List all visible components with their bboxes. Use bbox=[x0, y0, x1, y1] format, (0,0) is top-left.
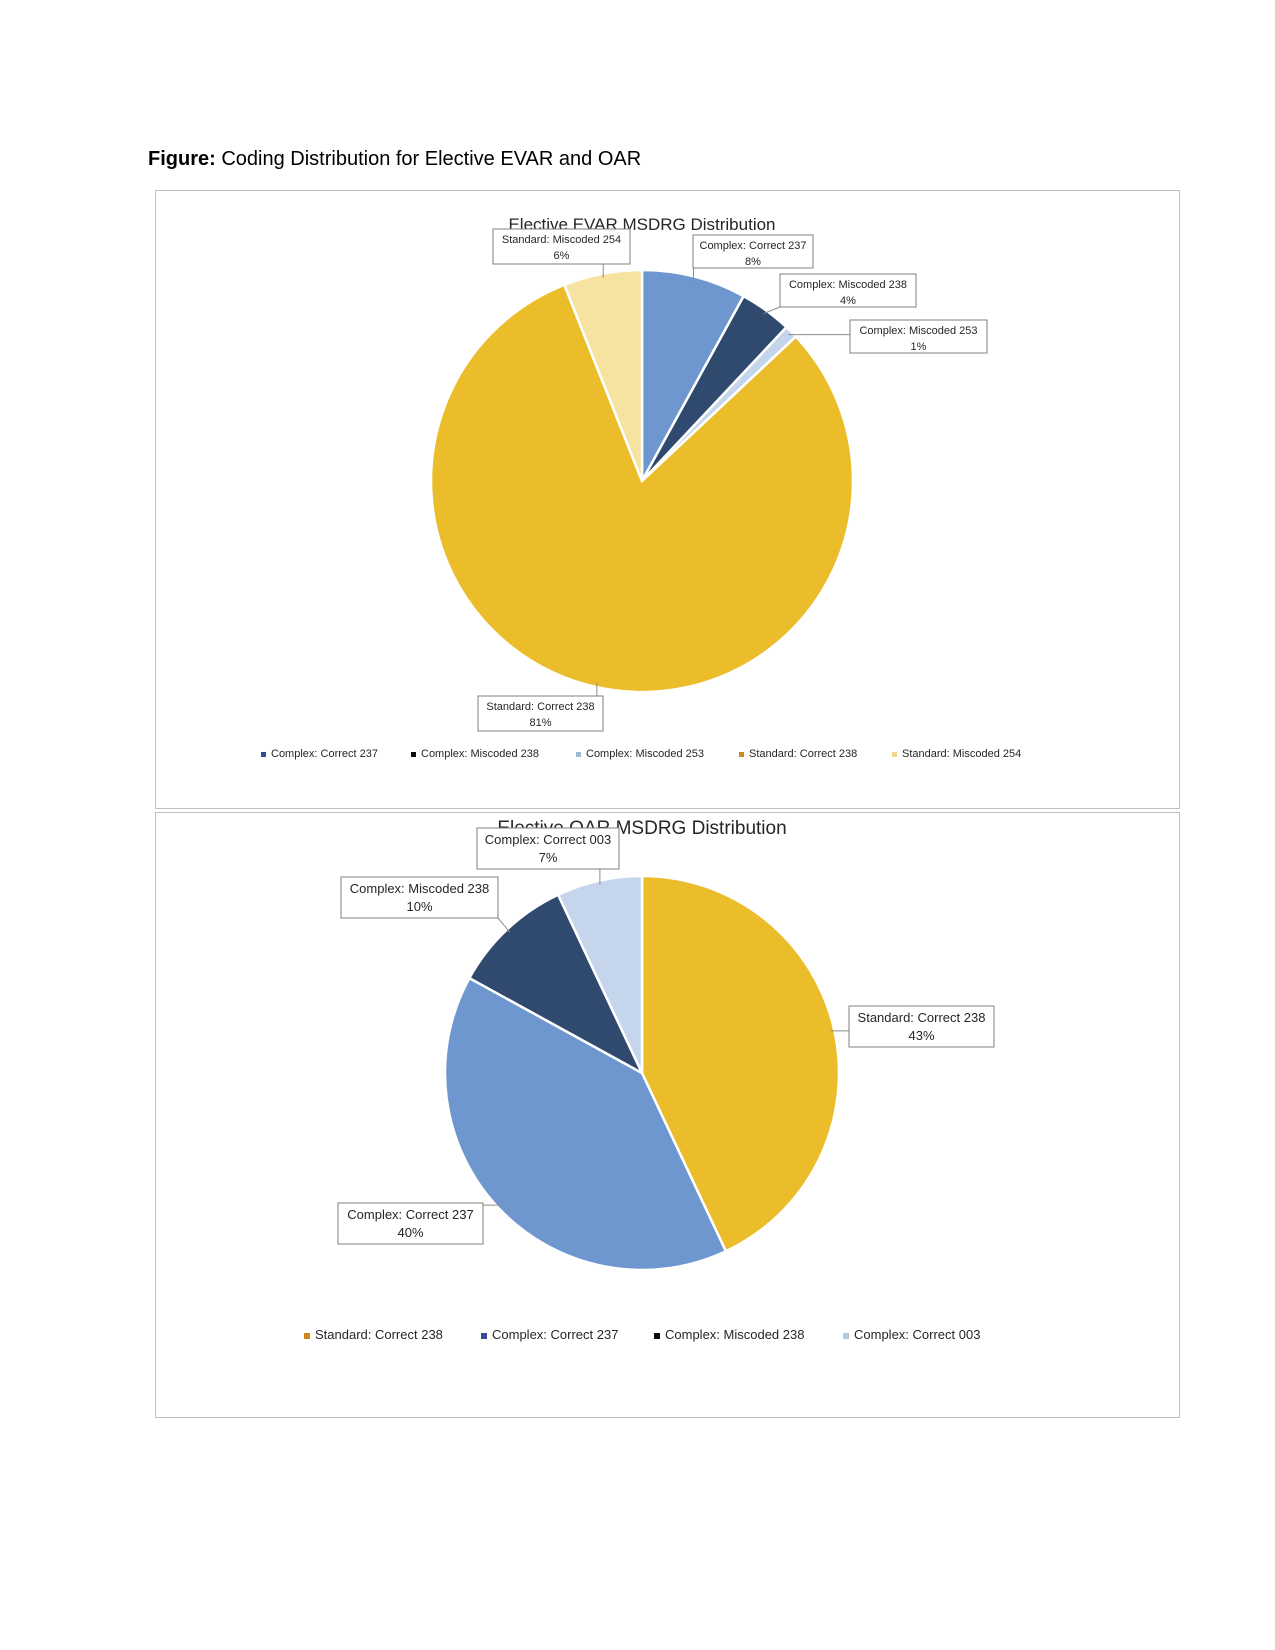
legend-swatch bbox=[576, 752, 581, 757]
legend-label: Standard: Correct 238 bbox=[749, 748, 857, 760]
figure-heading-label: Figure: bbox=[148, 148, 216, 170]
data-label-standard-correct-238: Standard: Correct 238 81% bbox=[477, 683, 604, 732]
data-label-name: Complex: Correct 237 bbox=[700, 240, 807, 252]
data-label-name: Standard: Correct 238 bbox=[486, 701, 594, 713]
data-label-value: 7% bbox=[539, 850, 558, 865]
callout-box bbox=[337, 1202, 484, 1245]
data-label-value: 4% bbox=[840, 295, 856, 307]
data-label-value: 40% bbox=[397, 1225, 423, 1240]
callout-box bbox=[848, 1005, 995, 1048]
callout-box bbox=[476, 827, 620, 870]
legend-swatch bbox=[481, 1333, 487, 1339]
legend-item-complex-correct-237: Complex: Correct 237 bbox=[481, 1327, 618, 1342]
legend-swatch bbox=[843, 1333, 849, 1339]
legend-label: Complex: Correct 003 bbox=[854, 1327, 980, 1342]
data-label-name: Complex: Correct 237 bbox=[347, 1207, 473, 1222]
data-label-complex-correct-237: Complex: Correct 237 40% bbox=[337, 1202, 502, 1245]
legend-item-standard-miscoded-254: Standard: Miscoded 254 bbox=[892, 748, 1021, 760]
evar-chart-frame: Elective EVAR MSDRG Distribution Complex:… bbox=[155, 190, 1180, 809]
data-label-name: Complex: Miscoded 253 bbox=[859, 325, 977, 337]
callout-box bbox=[849, 319, 988, 354]
legend-label: Complex: Miscoded 238 bbox=[421, 748, 539, 760]
legend-label: Standard: Correct 238 bbox=[315, 1327, 443, 1342]
data-label-name: Complex: Miscoded 238 bbox=[789, 279, 907, 291]
legend-swatch bbox=[892, 752, 897, 757]
pie-slice-standard-correct-238 bbox=[640, 874, 841, 1253]
data-label-name: Complex: Miscoded 238 bbox=[350, 881, 489, 896]
data-label-complex-miscoded-238: Complex: Miscoded 238 4% bbox=[763, 273, 917, 314]
legend-label: Complex: Correct 237 bbox=[271, 748, 378, 760]
pie-slice-standard-correct-238 bbox=[429, 283, 855, 694]
legend: Complex: Correct 237 Complex: Miscoded 23… bbox=[261, 748, 1021, 760]
legend-swatch bbox=[411, 752, 416, 757]
figure-heading: Figure: Coding Distribution for Elective… bbox=[148, 148, 641, 171]
data-label-name: Standard: Correct 238 bbox=[858, 1010, 986, 1025]
leader-line bbox=[763, 306, 781, 314]
pie-slice-standard-miscoded-254 bbox=[562, 268, 644, 482]
legend-label: Complex: Miscoded 253 bbox=[586, 748, 704, 760]
data-label-value: 43% bbox=[908, 1028, 934, 1043]
data-label-complex-correct-237: Complex: Correct 237 8% bbox=[692, 234, 814, 281]
oar-pie-chart: Elective OAR MSDRG DistributionStandard:… bbox=[304, 818, 995, 1342]
callout-box bbox=[477, 695, 604, 732]
pie-slice-complex-correct-003 bbox=[556, 874, 644, 1074]
legend-item-standard-correct-238: Standard: Correct 238 bbox=[739, 748, 857, 760]
legend-swatch bbox=[739, 752, 744, 757]
legend-item-complex-miscoded-238: Complex: Miscoded 238 bbox=[654, 1327, 804, 1342]
legend-swatch bbox=[654, 1333, 660, 1339]
callout-box bbox=[492, 228, 631, 265]
data-label-complex-miscoded-253: Complex: Miscoded 253 1% bbox=[788, 319, 988, 354]
figure-heading-text: Coding Distribution for Elective EVAR an… bbox=[215, 148, 642, 170]
data-label-value: 1% bbox=[911, 341, 927, 353]
legend-item-complex-miscoded-238: Complex: Miscoded 238 bbox=[411, 748, 539, 760]
legend-label: Standard: Miscoded 254 bbox=[902, 748, 1021, 760]
data-label-value: 10% bbox=[406, 899, 432, 914]
legend-item-complex-correct-237: Complex: Correct 237 bbox=[261, 748, 378, 760]
data-label-name: Standard: Miscoded 254 bbox=[502, 234, 621, 246]
evar-pie-chart: Elective EVAR MSDRG DistributionComplex:… bbox=[261, 215, 1021, 760]
data-label-complex-correct-003: Complex: Correct 003 7% bbox=[476, 827, 620, 885]
oar-chart-frame: Elective OAR MSDRG Distribution Standard:… bbox=[155, 812, 1180, 1418]
legend-item-complex-correct-003: Complex: Correct 003 bbox=[843, 1327, 980, 1342]
legend-item-complex-miscoded-253: Complex: Miscoded 253 bbox=[576, 748, 704, 760]
data-label-complex-miscoded-238: Complex: Miscoded 238 10% bbox=[340, 876, 511, 933]
pie-slice-complex-correct-237 bbox=[443, 976, 728, 1272]
data-label-value: 8% bbox=[745, 256, 761, 268]
legend-swatch bbox=[261, 752, 266, 757]
legend-item-standard-correct-238: Standard: Correct 238 bbox=[304, 1327, 443, 1342]
pie-slice-complex-correct-237 bbox=[640, 268, 746, 482]
callout-box bbox=[692, 234, 814, 269]
data-label-standard-miscoded-254: Standard: Miscoded 254 6% bbox=[492, 228, 631, 278]
legend: Standard: Correct 238 Complex: Correct 23… bbox=[304, 1327, 980, 1342]
data-label-value: 81% bbox=[529, 717, 551, 729]
callout-box bbox=[340, 876, 499, 919]
legend-label: Complex: Miscoded 238 bbox=[665, 1327, 804, 1342]
legend-label: Complex: Correct 237 bbox=[492, 1327, 618, 1342]
leader-line bbox=[497, 917, 511, 933]
callout-box bbox=[779, 273, 917, 308]
data-label-name: Complex: Correct 003 bbox=[485, 832, 611, 847]
legend-swatch bbox=[304, 1333, 310, 1339]
data-label-standard-correct-238: Standard: Correct 238 43% bbox=[830, 1005, 995, 1048]
data-label-value: 6% bbox=[554, 250, 570, 262]
